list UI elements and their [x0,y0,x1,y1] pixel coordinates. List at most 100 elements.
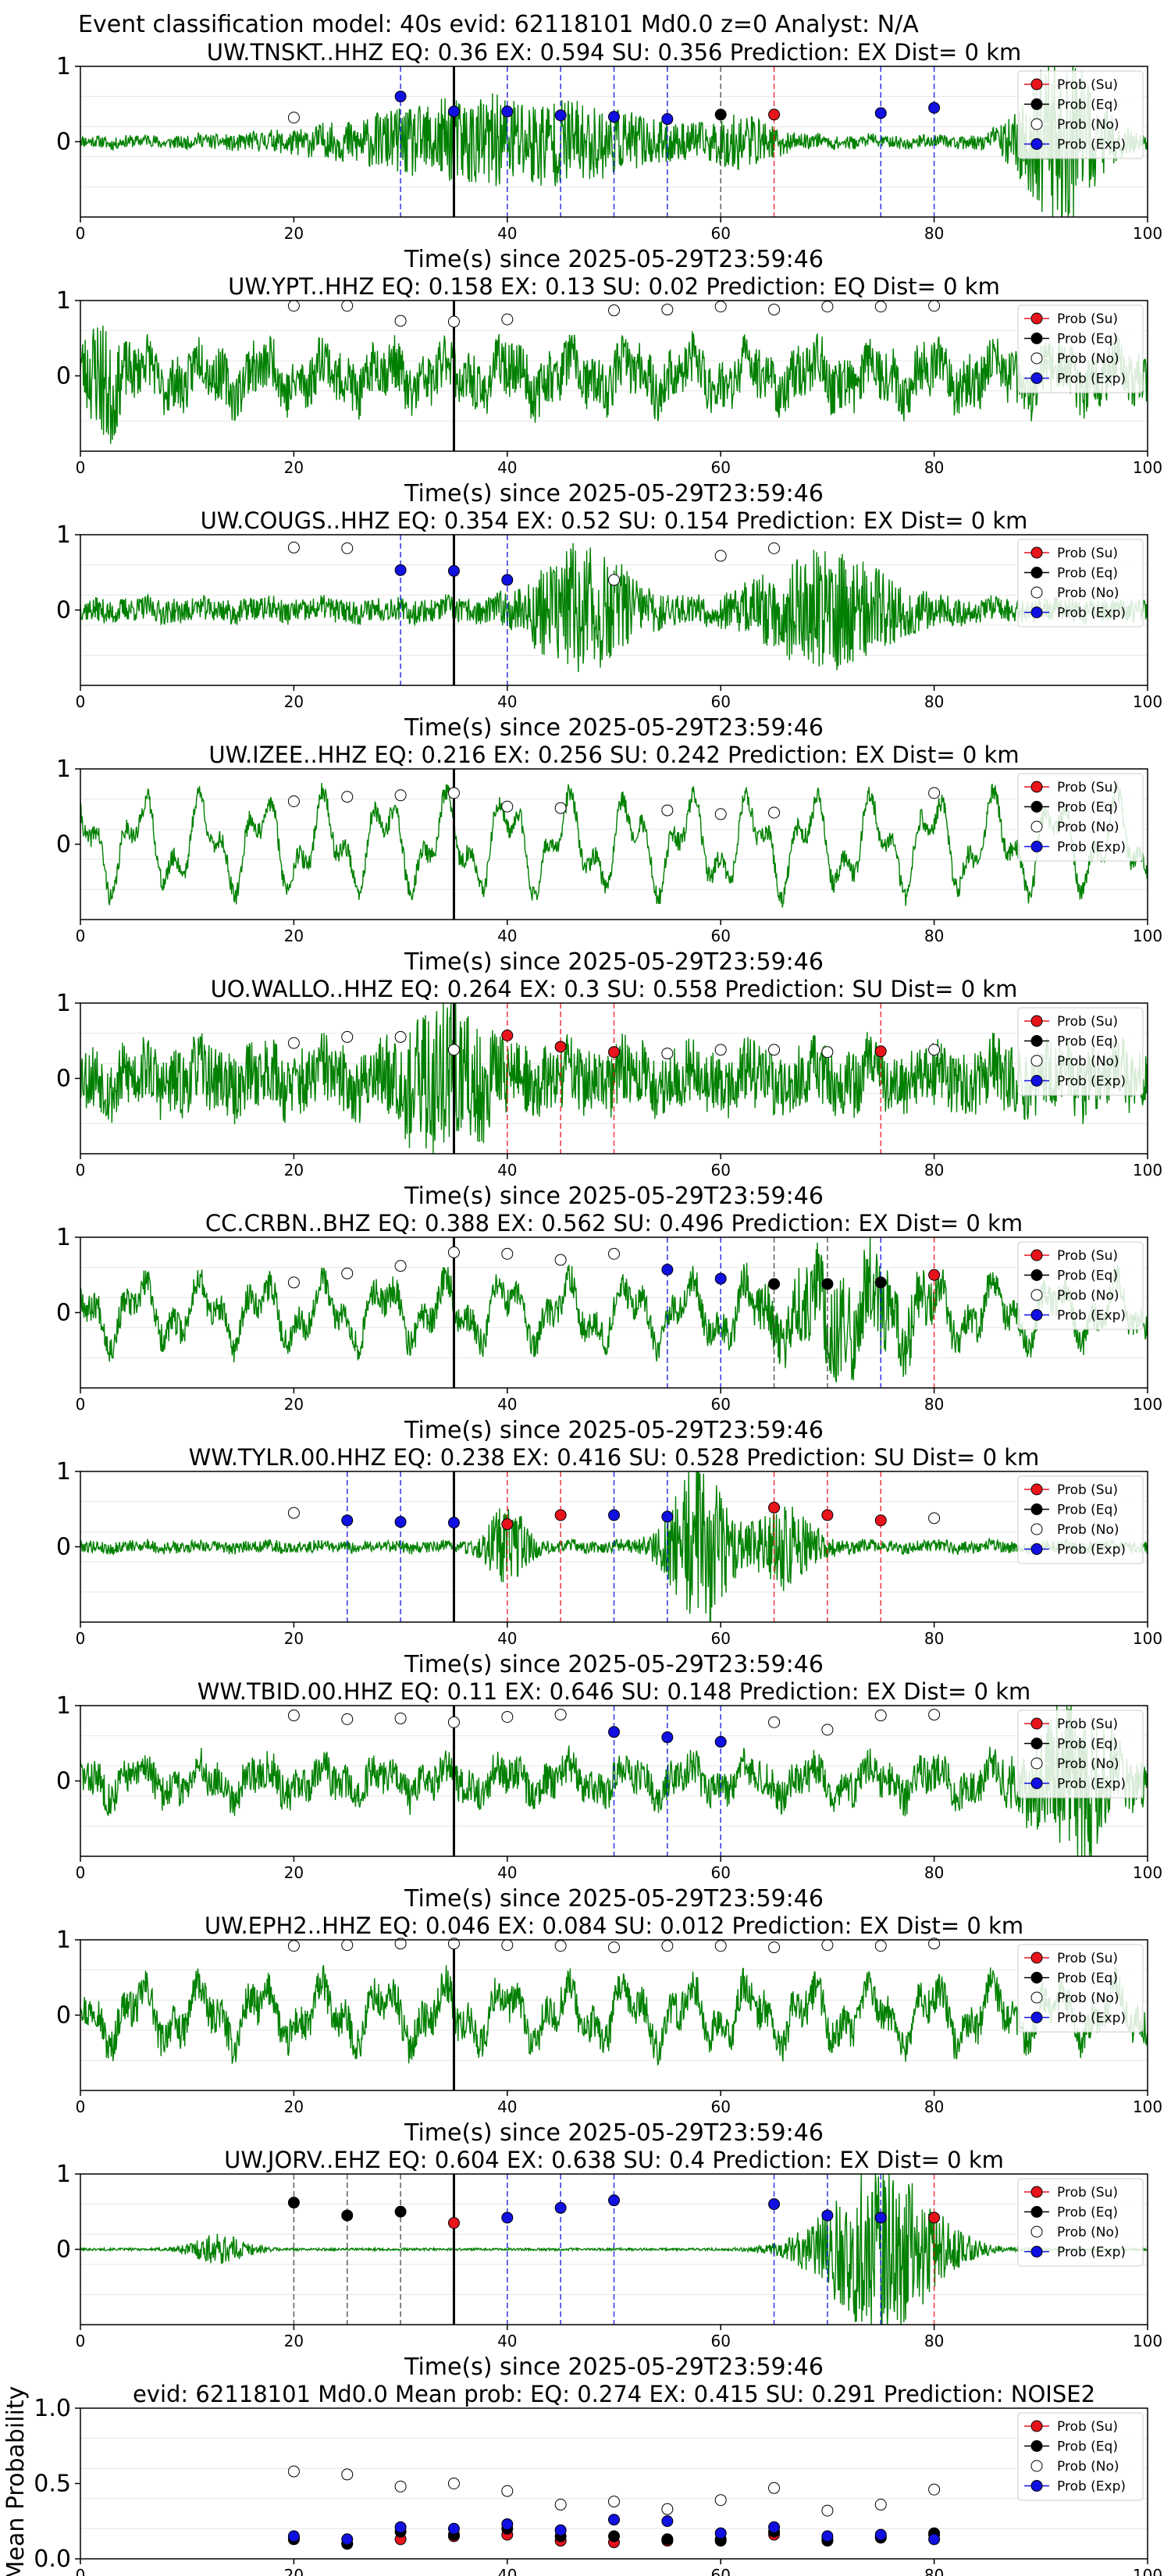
legend-label-no: Prob (No) [1057,820,1119,835]
point-no [608,2496,620,2508]
point-exp [447,105,460,118]
point-su [768,1501,781,1514]
x-tick-label: 0 [76,2332,86,2350]
point-exp [874,107,887,119]
x-tick-label: 0 [76,692,86,711]
legend-marker-su [1030,1483,1043,1496]
point-no [768,542,781,554]
x-tick-label: 80 [924,458,944,477]
point-no [821,1046,834,1059]
point-no [714,808,727,820]
legend-label-su: Prob (Su) [1057,311,1118,327]
panel-8: 0 20 40 60 80 100 0 1 WW.TBID.00.HHZ EQ: 0.11 EX… [56,1678,1162,1912]
x-tick-label: 20 [284,927,304,945]
legend: Prob (Su) Prob (Eq) Prob (No) Prob (Exp) [1017,1710,1144,1799]
legend-marker-eq [1030,333,1043,344]
x-tick-label: 0 [76,1395,86,1414]
y-tick-label: 1 [56,1458,71,1485]
y-tick-label: 0 [56,129,71,156]
y-axis-label: Mean Probability [2,2386,30,2576]
x-tick-label: 60 [710,1629,730,1648]
point-exp [874,2211,887,2224]
x-tick-label: 60 [710,458,730,477]
point-no [341,2468,354,2481]
point-no [661,2503,674,2515]
y-tick-label: 0 [56,1300,71,1327]
point-no [768,1716,781,1728]
legend-marker-eq [1030,1503,1043,1515]
x-tick-label: 100 [1133,692,1162,711]
point-no [768,2482,781,2494]
x-axis-label: Time(s) since 2025-05-29T23:59:46 [404,948,824,976]
y-tick-label: 1 [56,990,71,1017]
legend: Prob (Su) Prob (Eq) Prob (No) Prob (Exp) [1017,1944,1144,2033]
point-su [821,1509,834,1521]
x-axis-label: Time(s) since 2025-05-29T23:59:46 [404,1885,824,1912]
point-exp [501,574,514,586]
figure-title: Event classification model: 40s evid: 62… [78,11,919,38]
legend-box [1017,773,1144,862]
point-exp [341,2533,354,2546]
point-exp [608,2194,620,2207]
point-no [874,301,887,313]
point-exp [554,2524,567,2536]
point-no [714,1044,727,1056]
legend: Prob (Su) Prob (Eq) Prob (No) Prob (Exp) [1017,70,1144,159]
panel-4: 0 20 40 60 80 100 0 1 UW.IZEE..HHZ EQ: 0.216 EX:… [56,742,1162,976]
x-tick-label: 20 [284,692,304,711]
x-tick-label: 100 [1133,1395,1162,1414]
point-no [447,1044,460,1056]
x-axis-label: Time(s) since 2025-05-29T23:59:46 [404,1417,824,1444]
point-no [341,1939,354,1952]
point-no [501,1247,514,1260]
x-axis-label: Time(s) since 2025-05-29T23:59:46 [404,1183,824,1210]
point-no [928,1709,941,1721]
point-no [874,2499,887,2511]
point-su [554,1041,567,1053]
x-tick-label: 80 [924,692,944,711]
point-exp [501,2211,514,2224]
point-no [554,1940,567,1952]
point-no [874,1940,887,1952]
x-tick-label: 100 [1133,1161,1162,1179]
legend: Prob (Su) Prob (Eq) Prob (No) Prob (Exp) [1017,539,1144,628]
x-tick-label: 40 [497,1161,517,1179]
y-tick-label: 0 [56,363,71,390]
legend-label-eq: Prob (Eq) [1057,1503,1118,1518]
point-exp [394,91,407,103]
legend-label-su: Prob (Su) [1057,2419,1118,2435]
y-tick-label: 0 [56,831,71,859]
point-no [608,1247,620,1260]
legend-marker-no [1030,352,1043,365]
x-tick-label: 100 [1133,458,1162,477]
x-tick-label: 20 [284,1161,304,1179]
waveform-trace [80,1237,1148,1382]
legend-label-eq: Prob (Eq) [1057,1971,1118,1987]
legend-marker-exp [1030,1543,1043,1555]
legend-label-su: Prob (Su) [1057,1014,1118,1030]
waveform-trace [80,1965,1148,2065]
legend-marker-no [1030,820,1043,833]
x-tick-label: 60 [710,692,730,711]
x-axis-label: Time(s) since 2025-05-29T23:59:46 [404,2119,824,2147]
legend: Prob (Su) Prob (Eq) Prob (No) Prob (Exp) [1017,1007,1144,1096]
panel-9: 0 20 40 60 80 100 0 1 UW.EPH2..HHZ EQ: 0.046 EX:… [56,1912,1162,2147]
legend-marker-su [1030,312,1043,325]
legend: Prob (Su) Prob (Eq) Prob (No) Prob (Exp) [1017,1475,1144,1564]
legend-label-su: Prob (Su) [1057,2185,1118,2201]
legend-marker-eq [1030,2440,1043,2452]
x-tick-label: 80 [924,927,944,945]
point-no [821,2504,834,2517]
panel-title: WW.TBID.00.HHZ EQ: 0.11 EX: 0.646 SU: 0.… [198,1678,1031,1705]
legend-marker-exp [1030,2012,1043,2023]
legend-marker-exp [1030,372,1043,384]
point-no [341,791,354,803]
legend-box [1017,2178,1144,2267]
legend: Prob (Su) Prob (Eq) Prob (No) Prob (Exp) [1017,304,1144,393]
point-eq [608,2530,620,2542]
y-tick-label: 0 [56,1066,71,1093]
legend-marker-eq [1030,1738,1043,1749]
legend-label-exp: Prob (Exp) [1057,137,1126,153]
point-su [768,109,781,121]
point-no [287,541,300,553]
